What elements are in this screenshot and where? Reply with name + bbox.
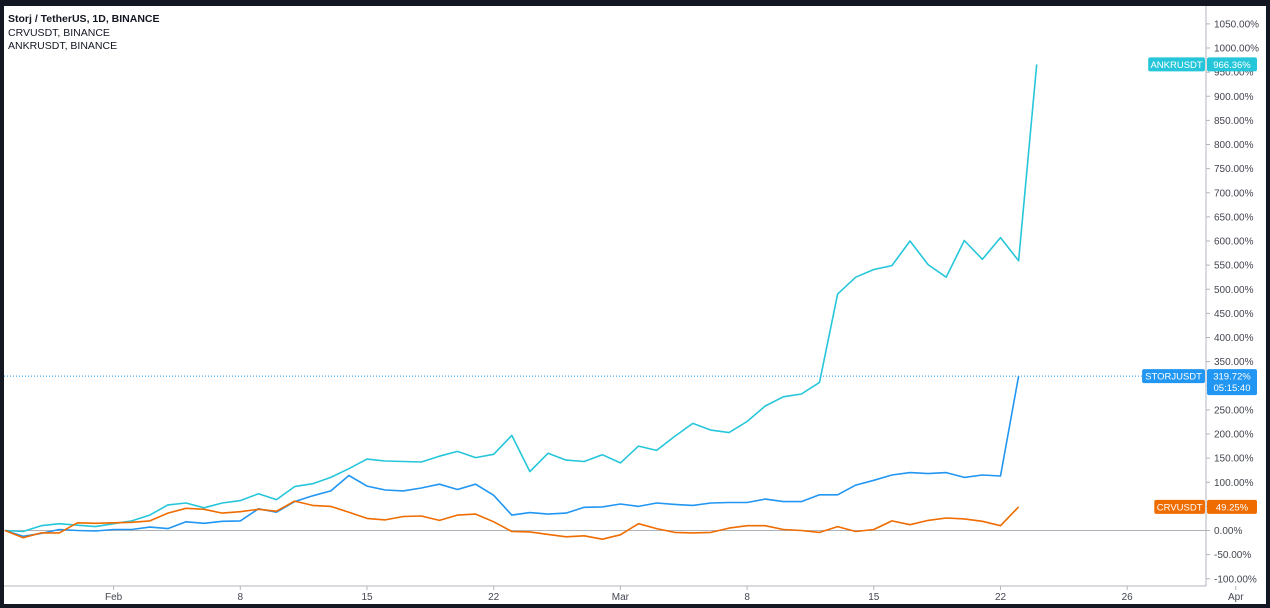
series-line-ankrusdt[interactable] (4, 64, 1038, 533)
y-tick-label: 400.00% (1214, 333, 1254, 344)
y-tick-label: 1000.00% (1214, 44, 1259, 55)
y-tick-label: 350.00% (1214, 357, 1254, 368)
x-tick-label: 15 (868, 592, 880, 603)
x-tick-label: Feb (105, 592, 123, 603)
y-tick-label: 450.00% (1214, 309, 1254, 320)
compare-symbol-legend-crv[interactable]: CRVUSDT, BINANCE (8, 27, 110, 39)
y-tick-label: 1050.00% (1214, 19, 1259, 30)
y-tick-label: 650.00% (1214, 212, 1254, 223)
storj-value-badge (1207, 369, 1257, 396)
compare-symbol-legend-ankr[interactable]: ANKRUSDT, BINANCE (8, 40, 118, 52)
time-axis[interactable]: Feb 8 15 22 Mar 8 15 22 26 Apr (105, 586, 1244, 603)
x-tick-label: 22 (488, 592, 500, 603)
y-tick-label: 200.00% (1214, 430, 1254, 441)
ankr-symbol-label: ANKRUSDT (1150, 60, 1202, 71)
y-tick-label: 800.00% (1214, 140, 1254, 151)
y-tick-label: 700.00% (1214, 188, 1254, 199)
crv-value-label: 49.25% (1216, 502, 1249, 513)
storj-symbol-label: STORJUSDT (1145, 372, 1202, 383)
storj-value-label: 319.72% (1213, 372, 1251, 383)
x-tick-label: 26 (1122, 592, 1134, 603)
x-tick-label: 8 (238, 592, 244, 603)
y-tick-label: 600.00% (1214, 237, 1254, 248)
y-tick-label: 900.00% (1214, 92, 1254, 103)
y-tick-label: 950.00% (1214, 68, 1254, 79)
ankr-value-label: 966.36% (1213, 60, 1251, 71)
series-line-crvusdt[interactable] (4, 500, 1020, 541)
ankr-value-badge (1207, 57, 1257, 72)
ankr-symbol-badge[interactable] (1148, 57, 1205, 72)
y-tick-label: 150.00% (1214, 454, 1254, 465)
y-tick-label: 100.00% (1214, 478, 1254, 489)
x-tick-label: Apr (1228, 592, 1244, 603)
y-tick-label: -50.00% (1214, 550, 1251, 561)
series-line-storjusdt[interactable] (4, 375, 1020, 538)
x-tick-label: Mar (612, 592, 630, 603)
crv-symbol-label: CRVUSDT (1157, 502, 1203, 513)
x-tick-label: 22 (995, 592, 1007, 603)
y-tick-label: -100.00% (1214, 574, 1257, 585)
crv-symbol-badge[interactable] (1154, 499, 1205, 514)
y-tick-label: 250.00% (1214, 405, 1254, 416)
main-symbol-legend[interactable]: Storj / TetherUS, 1D, BINANCE (8, 13, 160, 25)
storj-symbol-badge[interactable] (1142, 369, 1205, 384)
y-tick-label: 550.00% (1214, 261, 1254, 272)
y-tick-label: 850.00% (1214, 116, 1254, 127)
y-tick-label: 750.00% (1214, 164, 1254, 175)
crv-value-badge (1207, 499, 1257, 514)
x-tick-label: 15 (361, 592, 373, 603)
x-tick-label: 8 (744, 592, 750, 603)
y-tick-label: 500.00% (1214, 285, 1254, 296)
storj-countdown-label: 05:15:40 (1214, 383, 1251, 394)
y-tick-label: 0.00% (1214, 526, 1242, 537)
